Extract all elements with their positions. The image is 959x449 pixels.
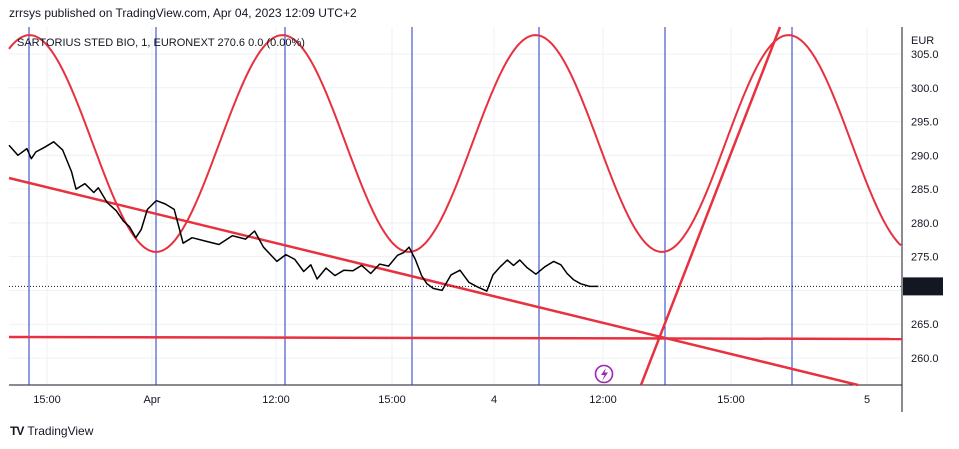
y-tick-label: 275.0 [911, 252, 939, 264]
descending-trend-line [8, 176, 859, 387]
x-tick-label: 15:00 [33, 394, 61, 406]
x-tick-label: 4 [491, 394, 497, 406]
y-tick-label: 290.0 [911, 150, 939, 162]
x-tick-label: 12:00 [589, 394, 617, 406]
price-chart[interactable]: 305.0300.0295.0290.0285.0280.0275.0270.0… [0, 0, 959, 420]
publish-header: zrrsys published on TradingView.com, Apr… [9, 6, 357, 20]
lightning-bolt-icon [601, 368, 608, 381]
legend-symbol: SARTORIUS STED BIO, 1, EURONEXT [17, 37, 218, 49]
x-tick-label: 12:00 [262, 394, 290, 406]
tradingview-footer[interactable]: TV TradingView [10, 424, 93, 438]
ascending-trend-line [639, 26, 782, 386]
cycle-curve [8, 34, 902, 253]
legend-price: 270.6 [218, 37, 249, 49]
price-series-line [8, 141, 599, 292]
y-tick-label: 280.0 [911, 218, 939, 230]
legend-change: 0.0 (0.00%) [248, 37, 305, 49]
last-price-tag [903, 277, 943, 296]
y-tick-label: 295.0 [911, 117, 939, 129]
y-tick-label: 260.0 [911, 353, 939, 365]
horizontal-support-line [8, 335, 903, 341]
chart-legend: SARTORIUS STED BIO, 1, EURONEXT 270.6 0.… [17, 37, 305, 49]
x-tick-label: Apr [143, 394, 160, 406]
currency-label: EUR [911, 35, 934, 47]
tradingview-logo-icon: TV [10, 424, 24, 438]
y-tick-label: 265.0 [911, 319, 939, 331]
y-tick-label: 300.0 [911, 83, 939, 95]
y-tick-label: 305.0 [911, 49, 939, 61]
x-tick-label: 15:00 [717, 394, 745, 406]
last-price-tag-label: 270.6 [909, 281, 937, 293]
x-tick-label: 15:00 [378, 394, 406, 406]
tradingview-brand: TradingView [27, 424, 94, 438]
x-tick-label: 5 [864, 394, 870, 406]
y-tick-label: 285.0 [911, 184, 939, 196]
